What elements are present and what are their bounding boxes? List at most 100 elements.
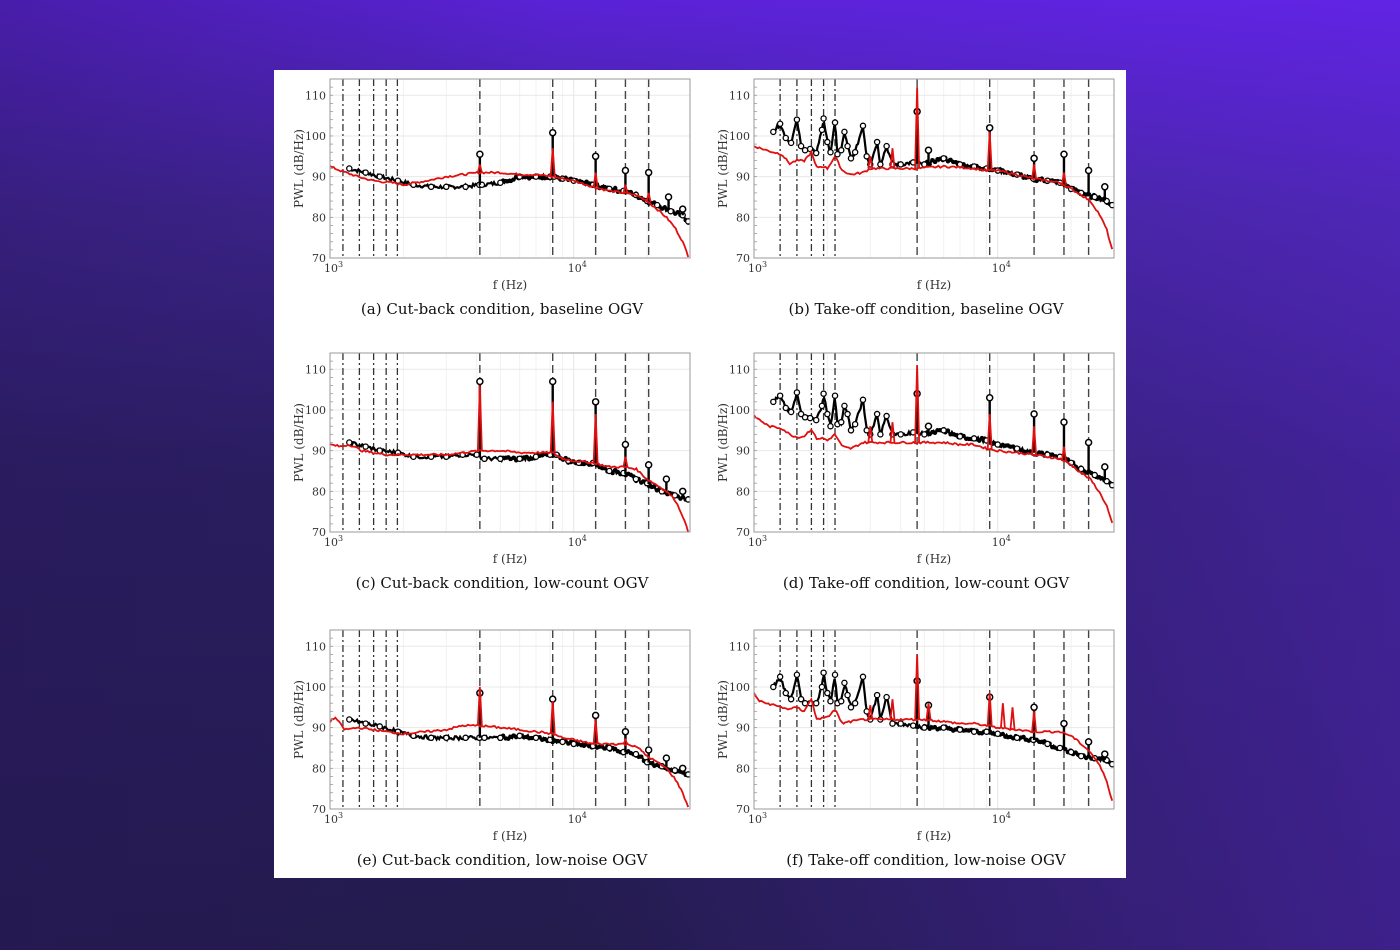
measured-marker: [820, 669, 827, 676]
panel-caption: (b) Take-off condition, baseline OGV: [788, 300, 1064, 318]
y-axis-label: PWL (dB/Hz): [716, 403, 730, 482]
measured-peak-marker: [662, 754, 671, 762]
x-tick-base: 10: [748, 536, 762, 549]
measured-point: [932, 159, 938, 165]
measured-peak-marker: [678, 487, 687, 496]
measured-peak-marker: [924, 422, 933, 430]
measured-marker: [532, 453, 540, 460]
measured-peak-marker: [662, 475, 671, 483]
measured-marker: [970, 435, 978, 442]
measured-marker: [473, 451, 480, 458]
measured-marker: [782, 134, 790, 142]
measured-marker: [844, 410, 851, 418]
y-tick-label: 110: [729, 89, 750, 102]
measured-marker: [820, 115, 827, 122]
prediction-peak: [925, 703, 932, 721]
measured-marker: [841, 402, 848, 410]
measured-marker: [346, 165, 353, 172]
measured-marker: [909, 722, 917, 729]
measured-marker: [837, 418, 845, 426]
x-axis-label: f (Hz): [917, 278, 951, 292]
measured-marker: [859, 673, 867, 681]
panel-caption: (e) Cut-back condition, low-noise OGV: [357, 851, 649, 869]
measured-peak-marker: [621, 440, 630, 449]
measured-marker: [376, 723, 383, 730]
measured-marker: [770, 128, 777, 136]
x-tick-base: 10: [568, 262, 582, 275]
measured-marker: [841, 679, 848, 687]
x-tick-exponent: 4: [582, 534, 587, 543]
measured-marker: [820, 390, 827, 397]
x-tick-exponent: 3: [762, 260, 767, 269]
y-tick-label: 90: [736, 445, 750, 458]
measured-marker: [570, 740, 577, 748]
axes-box: [753, 78, 1115, 259]
y-tick-label: 70: [736, 526, 750, 539]
plot-area: [754, 87, 1114, 250]
measured-marker: [787, 695, 795, 703]
measured-marker: [859, 396, 867, 404]
prediction-line: [330, 716, 690, 808]
measured-marker: [994, 730, 1001, 737]
prediction-line: [330, 443, 690, 532]
measured-marker: [782, 404, 790, 412]
x-tick-label: 104: [568, 534, 587, 549]
measured-marker: [859, 122, 867, 130]
measured-marker: [897, 720, 904, 727]
x-tick-label: 103: [748, 260, 767, 275]
measured-point: [675, 210, 680, 215]
panel-caption: (a) Cut-back condition, baseline OGV: [361, 300, 644, 318]
measured-peak-marker: [591, 152, 600, 161]
measured-marker: [847, 704, 855, 711]
y-tick-label: 70: [312, 526, 326, 539]
y-tick-label: 80: [312, 485, 326, 498]
prediction-peak: [549, 148, 556, 177]
x-tick-base: 10: [992, 262, 1006, 275]
measured-peak-marker: [591, 398, 600, 406]
prediction-peak: [622, 456, 629, 468]
measured-marker: [824, 410, 831, 418]
x-tick-exponent: 4: [582, 260, 587, 269]
y-tick-label: 80: [312, 211, 326, 224]
measured-peak-marker: [678, 205, 687, 213]
measured-marker: [812, 699, 820, 707]
prediction-peak: [645, 192, 652, 203]
measured-marker: [844, 142, 851, 150]
x-tick-label: 103: [324, 811, 343, 826]
measured-marker: [793, 671, 801, 679]
measured-marker: [831, 119, 839, 126]
prediction-peak: [476, 686, 483, 726]
measured-point: [1039, 450, 1045, 455]
prediction-peak: [889, 699, 896, 720]
measured-marker: [376, 173, 383, 180]
measured-marker: [497, 455, 504, 463]
measured-point: [511, 177, 516, 182]
prediction-peak: [867, 705, 874, 720]
measured-peak-marker: [1101, 463, 1109, 471]
prediction-peak: [867, 156, 874, 169]
measured-marker: [1077, 752, 1085, 760]
y-tick-label: 80: [312, 762, 326, 775]
prediction-peak: [867, 426, 874, 443]
measured-peak-marker: [548, 377, 557, 386]
measured-marker: [801, 146, 809, 154]
y-tick-label: 110: [305, 363, 326, 376]
prediction-peak: [986, 413, 993, 450]
measured-marker: [851, 699, 859, 707]
measured-marker: [994, 441, 1001, 448]
x-tick-base: 10: [992, 813, 1006, 826]
measured-marker: [883, 142, 890, 150]
measured-marker: [897, 431, 904, 438]
measured-peak-marker: [476, 377, 484, 386]
measured-marker: [443, 183, 450, 191]
x-tick-label: 104: [568, 811, 587, 826]
measured-marker: [847, 155, 855, 162]
measured-marker: [831, 671, 839, 679]
y-tick-label: 100: [729, 404, 750, 417]
measured-marker: [684, 771, 690, 778]
x-tick-exponent: 4: [1006, 534, 1011, 543]
